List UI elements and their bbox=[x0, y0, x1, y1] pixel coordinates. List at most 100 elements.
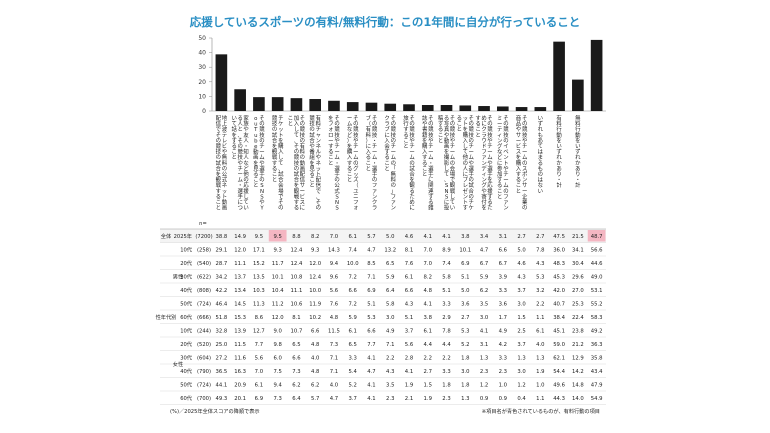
bar bbox=[271, 97, 284, 111]
category-label: その競技やチームの試合を観るために旅行すること bbox=[403, 114, 415, 212]
table-cell: 1.2 bbox=[517, 382, 525, 388]
table-cell: 6.0 bbox=[273, 355, 282, 361]
bar bbox=[290, 98, 303, 111]
group-label-segment: 性年代別 bbox=[156, 313, 177, 321]
table-cell: 20.9 bbox=[234, 382, 246, 388]
table-cell: 2.3 bbox=[499, 369, 507, 375]
table-cell: 7.8 bbox=[442, 328, 451, 334]
bar bbox=[253, 97, 265, 111]
table-cell: 1.8 bbox=[461, 355, 470, 361]
category-label: その競技・チーム・選手のファンクラブ（有料）に入ること bbox=[366, 114, 378, 212]
table-cell: 22.4 bbox=[572, 315, 584, 321]
table-cell: 44.3 bbox=[553, 396, 565, 402]
table-cell: 2.2 bbox=[386, 355, 394, 361]
table-cell: 4.7 bbox=[367, 247, 375, 253]
row-n: (540) bbox=[197, 261, 211, 267]
category-label: その競技やチーム・選手に関連する雑誌や書籍を購入すること bbox=[422, 114, 434, 212]
table-cell: 9.6 bbox=[330, 274, 339, 280]
table-cell: 11.2 bbox=[272, 301, 284, 307]
row-label: 20代 bbox=[180, 340, 193, 348]
table-cell: 0.4 bbox=[517, 396, 526, 402]
table-cell: 13.2 bbox=[384, 247, 396, 253]
row-label: 30代 bbox=[180, 272, 193, 280]
table-cell: 44.1 bbox=[215, 382, 227, 388]
table-cell: 4.0 bbox=[536, 342, 545, 348]
table-cell: 25.3 bbox=[572, 301, 584, 307]
table-cell: 2.9 bbox=[442, 315, 450, 321]
table-cell: 47.9 bbox=[591, 382, 603, 388]
row-label: 20代 bbox=[180, 259, 193, 267]
table-cell: 53.1 bbox=[591, 288, 603, 294]
table-cell: 10.1 bbox=[459, 247, 471, 253]
table-cell: 27.2 bbox=[215, 355, 227, 361]
table-cell: 3.0 bbox=[517, 369, 526, 375]
table-cell: 4.8 bbox=[424, 288, 433, 294]
table-cell: 4.1 bbox=[405, 369, 413, 375]
table-cell: 11.3 bbox=[253, 301, 265, 307]
table-cell: 48.3 bbox=[553, 261, 565, 267]
table-cell: 12.0 bbox=[272, 315, 284, 321]
category-label: その競技のイベントやチームのファンミーティングなどに参加すること bbox=[497, 115, 509, 212]
table-cell: 20.1 bbox=[234, 396, 246, 402]
bar bbox=[478, 106, 490, 111]
table-cell: 13.9 bbox=[234, 328, 246, 334]
table-cell: 6.5 bbox=[348, 342, 356, 348]
table-cell: 14.8 bbox=[572, 382, 584, 388]
table-cell: 2.3 bbox=[386, 396, 394, 402]
table-cell: 9.3 bbox=[273, 247, 281, 253]
table-cell: 2.1 bbox=[405, 396, 413, 402]
table-cell: 4.1 bbox=[367, 396, 375, 402]
table-cell: 3.0 bbox=[480, 315, 489, 321]
table-cell: 1.1 bbox=[536, 396, 544, 402]
table-cell: 5.0 bbox=[461, 288, 470, 294]
table-cell: 38.8 bbox=[215, 234, 227, 240]
row-label: 50代 bbox=[180, 299, 193, 307]
table-cell: 4.4 bbox=[442, 342, 451, 348]
bar bbox=[590, 39, 603, 112]
bar bbox=[572, 79, 584, 111]
table-cell: 48.7 bbox=[591, 234, 603, 240]
table-cell: 2.5 bbox=[517, 328, 525, 334]
table-cell: 4.1 bbox=[367, 355, 375, 361]
bar bbox=[403, 104, 415, 111]
table-cell: 4.7 bbox=[367, 369, 375, 375]
table-cell: 4.9 bbox=[499, 328, 507, 334]
table-cell: 17.1 bbox=[253, 247, 265, 253]
table-cell: 10.4 bbox=[272, 288, 284, 294]
table-cell: 7.7 bbox=[367, 342, 375, 348]
table-cell: 4.9 bbox=[386, 328, 394, 334]
table-cell: 10.1 bbox=[272, 274, 284, 280]
table-cell: 5.1 bbox=[405, 315, 413, 321]
table-cell: 6.6 bbox=[311, 328, 320, 334]
table-cell: 4.8 bbox=[311, 342, 320, 348]
table-cell: 7.1 bbox=[367, 274, 375, 280]
table-cell: 7.8 bbox=[536, 247, 545, 253]
table-cell: 6.6 bbox=[348, 288, 357, 294]
table-cell: 5.1 bbox=[442, 288, 450, 294]
y-tick-label: 40 bbox=[198, 50, 206, 57]
table-cell: 7.0 bbox=[424, 261, 433, 267]
table-cell: 49.3 bbox=[215, 396, 227, 402]
row-label: 40代 bbox=[180, 367, 193, 375]
table-cell: 5.0 bbox=[386, 234, 395, 240]
table-cell: 54.9 bbox=[591, 396, 603, 402]
table-cell: 7.0 bbox=[424, 247, 433, 253]
footnote-left: (%)／2025年全体スコアの降順で表示 bbox=[170, 409, 260, 415]
table-cell: 2.2 bbox=[424, 355, 432, 361]
bar bbox=[496, 106, 509, 111]
category-label: 無料行動をいずれかあり・計 bbox=[575, 114, 581, 189]
category-label: 有料チャンネルやネット配信で、その競技の試合や番組を見ること bbox=[309, 114, 321, 212]
table-cell: 7.0 bbox=[255, 369, 264, 375]
table-cell: 3.8 bbox=[461, 234, 470, 240]
table-cell: 5.1 bbox=[367, 301, 375, 307]
table-cell: 3.3 bbox=[442, 301, 450, 307]
table-cell: 3.0 bbox=[461, 369, 470, 375]
table-cell: 1.8 bbox=[442, 382, 451, 388]
table-cell: 1.9 bbox=[536, 369, 544, 375]
table-cell: 45.3 bbox=[553, 274, 565, 280]
table-cell: 14.3 bbox=[328, 247, 340, 253]
table-cell: 6.2 bbox=[480, 288, 488, 294]
table-cell: 14.5 bbox=[234, 301, 246, 307]
table-cell: 11.6 bbox=[234, 355, 246, 361]
